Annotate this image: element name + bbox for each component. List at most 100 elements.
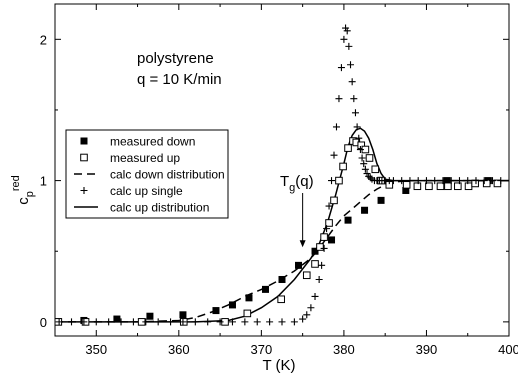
point-calc-up-single [105,318,113,326]
point-calc-up-single [356,146,364,154]
point-calc-up-single [332,123,340,131]
point-measured-down [80,137,88,145]
annotation-line-1: polystyrene [137,50,214,67]
y-axis-label: cpred [10,175,36,205]
legend-label: calc up distribution [110,201,209,215]
point-calc-up-single [337,64,345,72]
point-calc-up-single [253,318,261,326]
point-measured-up [425,182,433,191]
point-calc-up-single [80,318,88,326]
point-measured-up [243,309,252,318]
point-measured-down [245,294,253,302]
point-calc-up-single [351,109,359,117]
point-measured-down [278,275,286,283]
tg-label: Tg(q) [280,173,314,194]
point-calc-up-single [191,318,199,326]
point-calc-up-single [480,177,488,185]
point-measured-up [330,196,338,205]
point-measured-up [344,144,352,152]
point-calc-up-single [406,177,414,185]
point-calc-up-single [355,134,363,142]
point-measured-up [339,162,347,171]
point-calc-up-single [290,318,298,326]
point-calc-up-single [320,244,328,252]
point-measured-down [113,315,121,323]
point-calc-up-single [216,318,224,326]
tg-label-sub: g [289,182,295,194]
x-tick-label: 350 [85,342,107,357]
point-measured-up [436,182,445,191]
point-measured-up [311,260,319,268]
y-label-sup: red [10,175,22,191]
x-axis-label: T (K) [262,357,295,374]
y-label-sub: p [24,191,36,197]
point-calc-up-single [488,177,496,185]
point-measured-up [402,181,411,189]
point-calc-up-single [343,27,351,35]
point-calc-up-single [348,78,356,86]
legend-label: calc down distribution [110,168,225,182]
point-calc-up-single [299,315,307,323]
y-tick-label: 0 [40,315,47,330]
point-calc-up-single [204,318,212,326]
point-calc-up-single [167,318,175,326]
point-calc-up-single [278,318,286,326]
point-measured-up [365,154,374,162]
point-measured-down [402,186,410,194]
point-calc-up-single [340,35,348,43]
point-calc-up-single [439,177,447,185]
point-calc-up-single [55,318,63,326]
point-calc-up-single [464,177,472,185]
point-calc-up-single [68,318,76,326]
point-calc-up-single [431,177,439,185]
point-measured-up [357,141,366,150]
point-calc-up-single [315,275,323,283]
point-calc-up-single [497,177,505,185]
point-calc-up-single [266,318,274,326]
point-calc-up-single [228,318,236,326]
point-measured-down [328,236,336,244]
x-tick-label: 390 [416,342,438,357]
point-calc-up-single [455,177,463,185]
data-marks [54,24,509,326]
point-calc-up-single [389,177,397,185]
point-calc-up-single [472,177,480,185]
legend-label: measured up [110,151,180,165]
point-measured-up [371,165,380,174]
point-calc-up-single [366,174,374,182]
point-measured-down [295,261,303,269]
y-tick-label: 1 [40,174,47,189]
x-tick-label: 400 [498,342,518,357]
point-measured-down [377,196,385,204]
point-calc-up-single [179,318,187,326]
point-calc-up-single [328,177,336,185]
point-calc-up-single [311,292,319,300]
point-measured-down [361,206,369,214]
point-calc-up-single [361,165,369,173]
point-measured-down [146,312,154,320]
y-tick-label: 2 [40,32,47,47]
point-measured-up [277,295,285,304]
point-calc-up-single [414,177,422,185]
annotation-line-2: q = 10 K/min [137,71,222,88]
point-calc-up-single [398,177,406,185]
y-label-main: c [15,197,32,205]
plot-frame [54,3,510,337]
x-tick-label: 360 [168,342,190,357]
point-measured-down [179,311,187,319]
point-calc-up-single [347,61,355,69]
point-calc-up-single [92,318,100,326]
point-calc-up-single [358,154,366,162]
point-measured-up [320,233,328,241]
point-measured-up [335,176,343,185]
point-measured-up [316,243,324,251]
legend-label: calc up single [110,184,183,198]
tg-annotation: Tg(q) [280,173,314,248]
x-tick-label: 370 [251,342,273,357]
point-measured-up [80,153,88,162]
point-calc-up-single [80,187,88,194]
point-calc-up-single [129,318,137,326]
point-calc-up-single [117,318,125,326]
point-measured-down [443,177,451,185]
